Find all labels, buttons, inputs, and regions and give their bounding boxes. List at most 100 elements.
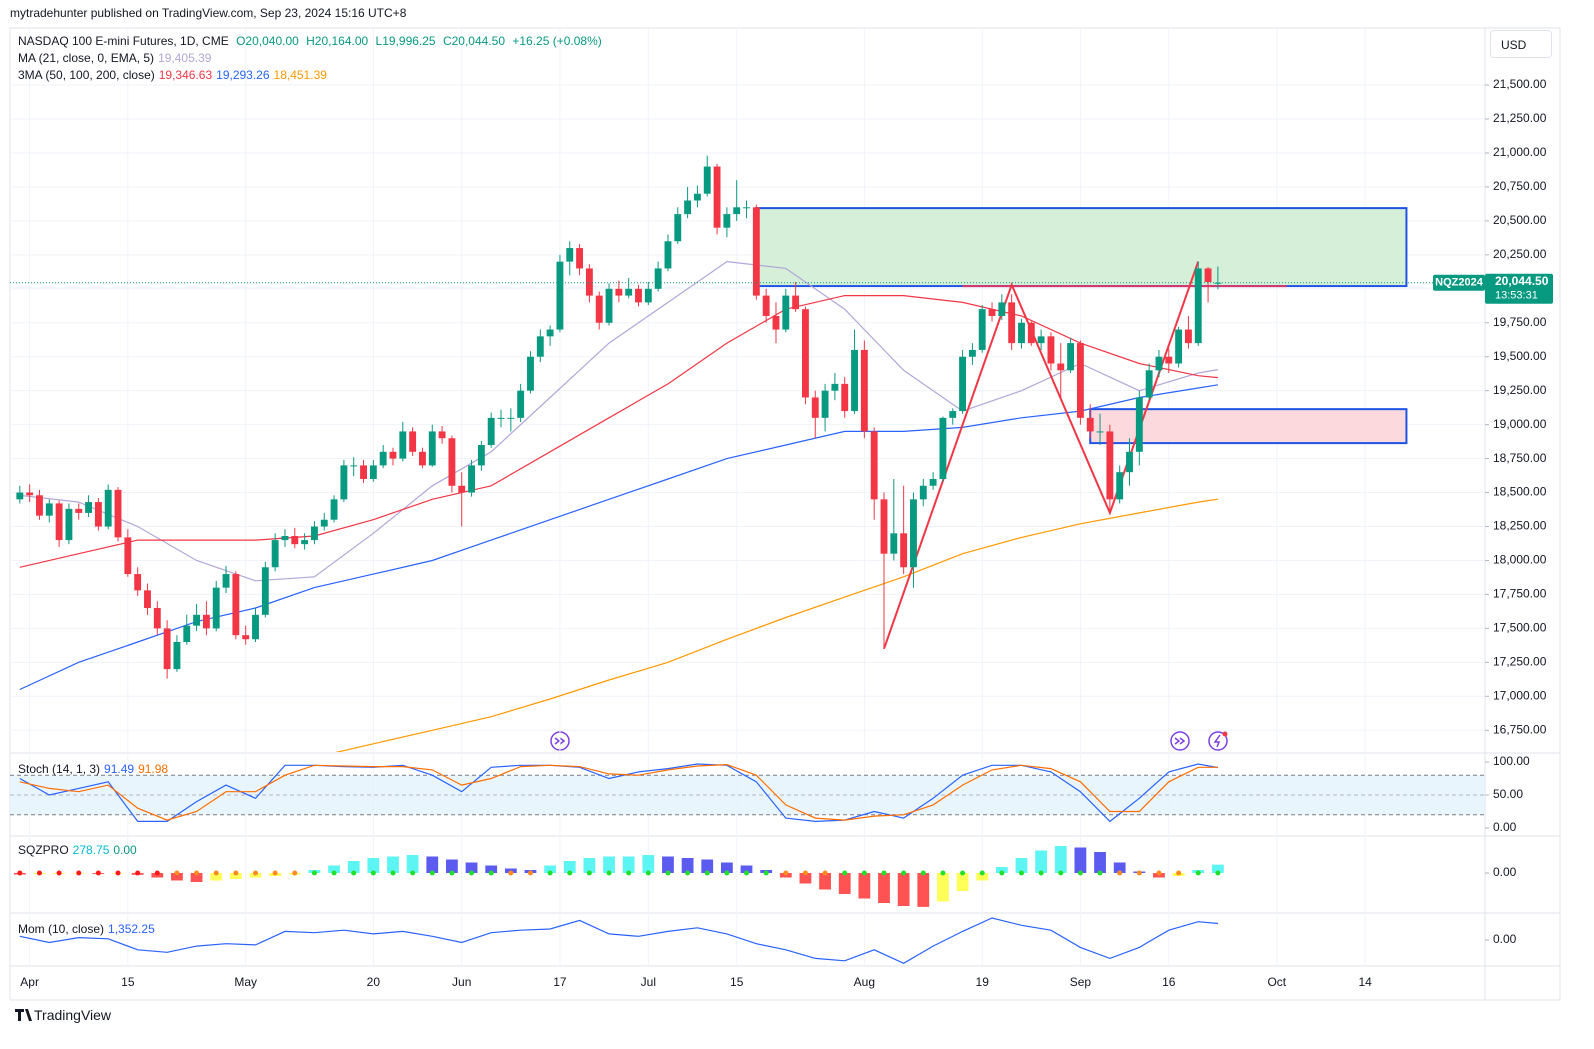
squeeze-dot [95, 870, 101, 876]
ohlc: O20,040.00 [236, 34, 299, 48]
indicator-label: SQZPRO [18, 843, 69, 857]
histogram-bar [937, 873, 949, 902]
legend-sqz: SQZPRO 278.75 0.00 [18, 843, 141, 857]
candle-body [1106, 431, 1114, 500]
y-tick-label: 50.00 [1493, 787, 1523, 801]
squeeze-dot [469, 870, 475, 876]
y-tick-label: 19,250.00 [1493, 383, 1547, 397]
candle-body [75, 508, 83, 513]
squeeze-dot [822, 870, 828, 876]
candle-body [1008, 302, 1016, 344]
y-tick-label: 20,500.00 [1493, 213, 1547, 227]
x-tick-label: Sep [1070, 975, 1092, 989]
candle-body [340, 465, 348, 500]
x-tick-label: 17 [553, 975, 567, 989]
candle-body [438, 431, 446, 439]
candle-body [428, 431, 436, 466]
squeeze-dot [999, 870, 1005, 876]
candle-body [1116, 472, 1124, 500]
x-tick-label: 15 [121, 975, 135, 989]
squeeze-dot [861, 870, 867, 876]
ohlc: C20,044.50 [442, 34, 506, 48]
squeeze-dot [665, 870, 671, 876]
candle-body [1047, 336, 1055, 364]
candle-body [36, 495, 43, 516]
candle-body [900, 533, 908, 568]
histogram-bar [642, 855, 655, 873]
squeeze-dot [842, 870, 848, 876]
candle-body [1096, 431, 1104, 433]
candle-body [85, 502, 92, 513]
event-icon[interactable] [1170, 731, 1190, 751]
x-tick-label: Apr [20, 975, 39, 989]
candle-body [733, 207, 741, 215]
histogram-bar [367, 858, 380, 873]
event-icon[interactable] [1208, 731, 1228, 751]
histogram-bar [328, 865, 340, 873]
footer-logo: TradingView [34, 1007, 112, 1023]
indicator-label: Mom (10, close) [18, 922, 105, 936]
candle-body [595, 295, 603, 323]
histogram-bar [701, 859, 714, 873]
candle-body [811, 397, 819, 418]
squeeze-dot [135, 870, 141, 876]
squeeze-dot [429, 870, 435, 876]
squeeze-dot [645, 870, 651, 876]
squeeze-dot [36, 870, 42, 876]
squeeze-dot [154, 870, 160, 876]
histogram-bar [347, 861, 360, 873]
candle-body [153, 608, 161, 629]
candle-body [232, 574, 240, 636]
candle-body [114, 489, 122, 538]
candle-body [1027, 322, 1035, 344]
histogram-bar [406, 855, 419, 873]
histogram-bar [1211, 864, 1224, 873]
candle-body [468, 465, 475, 493]
histogram-bar [1074, 847, 1087, 873]
y-tick-label: 21,500.00 [1493, 77, 1547, 91]
candle-body [959, 356, 967, 412]
moving-average [19, 260, 1219, 582]
candle-body [635, 288, 642, 303]
candle-body [890, 533, 898, 554]
squeeze-dot [724, 870, 730, 876]
candle-body [45, 503, 53, 516]
candle-body [723, 214, 731, 228]
candle-body [556, 261, 564, 330]
zone [755, 207, 1408, 288]
squeeze-dot [331, 870, 337, 876]
y-tick-label: 0.00 [1493, 932, 1517, 946]
indicator-line [19, 917, 1218, 964]
y-tick-label: 17,750.00 [1493, 587, 1547, 601]
candle-body [1175, 329, 1183, 364]
squeeze-dot [1156, 870, 1162, 876]
x-tick-label: Oct [1267, 975, 1286, 989]
moving-average [335, 498, 1218, 752]
candle-body [242, 635, 250, 640]
histogram-bar [229, 873, 242, 879]
candle-body [792, 295, 800, 310]
y-tick-label: 21,000.00 [1493, 145, 1547, 159]
squeeze-dot [1176, 870, 1182, 876]
squeeze-dot [1097, 870, 1103, 876]
candle-body [261, 567, 269, 615]
x-tick-label: 16 [1162, 975, 1176, 989]
squeeze-dot [1018, 870, 1024, 876]
currency-button[interactable]: USD [1490, 30, 1552, 58]
candle-body [821, 390, 829, 418]
candle-body [978, 309, 986, 350]
candle-body [193, 614, 201, 626]
candle-body [772, 315, 780, 330]
indicator-label: Stoch (14, 1, 3) [18, 762, 101, 776]
squeeze-dot [115, 870, 121, 876]
candle-body [998, 302, 1006, 316]
squeeze-dot [410, 870, 416, 876]
legend-ma: MA (21, close, 0, EMA, 5) 19,405.39 [18, 51, 215, 65]
indicator-value: 1,352.25 [108, 922, 155, 936]
candle-body [360, 465, 367, 479]
legend-mom: Mom (10, close) 1,352.25 [18, 922, 159, 936]
candle-body [399, 431, 407, 459]
candle-body [1018, 322, 1025, 344]
candle-body [163, 628, 171, 670]
